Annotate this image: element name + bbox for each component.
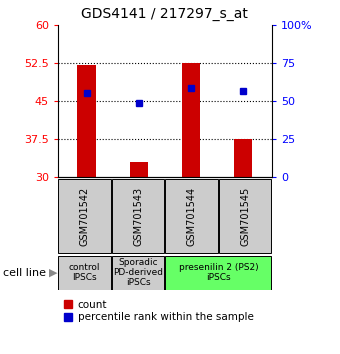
Bar xyxy=(219,178,271,253)
Text: cell line: cell line xyxy=(3,268,46,278)
Bar xyxy=(112,256,164,290)
Bar xyxy=(78,65,96,177)
Bar xyxy=(58,178,111,253)
Bar xyxy=(166,178,218,253)
Title: GDS4141 / 217297_s_at: GDS4141 / 217297_s_at xyxy=(82,7,248,21)
Text: presenilin 2 (PS2)
iPSCs: presenilin 2 (PS2) iPSCs xyxy=(178,263,258,282)
Text: GSM701545: GSM701545 xyxy=(240,186,250,246)
Bar xyxy=(58,256,111,290)
Bar xyxy=(166,256,271,290)
Text: ▶: ▶ xyxy=(49,268,58,278)
Bar xyxy=(130,162,148,177)
Text: control
IPSCs: control IPSCs xyxy=(69,263,100,282)
Bar xyxy=(234,139,252,177)
Legend: count, percentile rank within the sample: count, percentile rank within the sample xyxy=(63,299,255,323)
Text: Sporadic
PD-derived
iPSCs: Sporadic PD-derived iPSCs xyxy=(113,258,163,287)
Text: GSM701542: GSM701542 xyxy=(80,186,89,246)
Bar xyxy=(182,63,200,177)
Text: GSM701543: GSM701543 xyxy=(133,186,143,246)
Text: GSM701544: GSM701544 xyxy=(187,186,197,246)
Bar xyxy=(112,178,164,253)
